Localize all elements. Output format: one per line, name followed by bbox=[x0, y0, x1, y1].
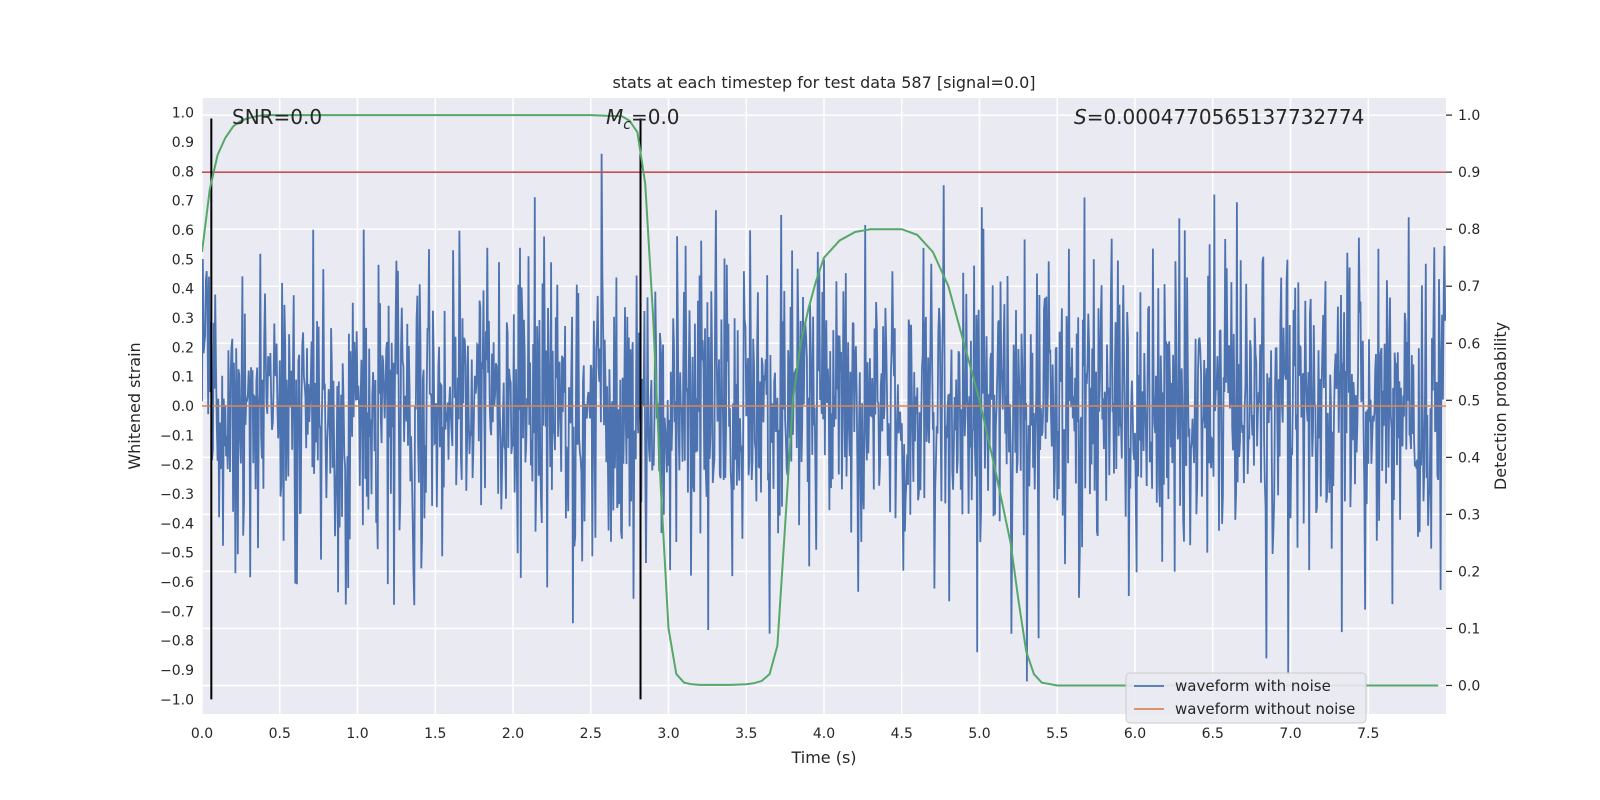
x-tick-label: 5.5 bbox=[1046, 726, 1068, 742]
x-axis-ticks: 0.0 0.5 1.0 1.5 2.0 2.5 3.0 3.5 4.0 4.5 5.0 5.5 6.0 6… bbox=[191, 726, 1380, 742]
score-value: =0.0004770565137732774 bbox=[1087, 105, 1365, 129]
chart-title: stats at each timestep for test data 587… bbox=[612, 73, 1035, 92]
score-symbol: S bbox=[1074, 105, 1087, 129]
y-left-tick-label: −0.9 bbox=[160, 663, 194, 679]
y-right-tick-label: 0.0 bbox=[1458, 678, 1480, 694]
x-tick-label: 7.0 bbox=[1279, 726, 1301, 742]
y-right-tick-label: 1.0 bbox=[1458, 108, 1480, 124]
y-right-tick-label: 0.8 bbox=[1458, 222, 1480, 238]
y-left-tick-label: −0.3 bbox=[160, 487, 194, 503]
y-left-tick-label: −0.6 bbox=[160, 575, 194, 591]
legend: waveform with noise waveform without noi… bbox=[1125, 672, 1367, 724]
y-right-tick-label: 0.2 bbox=[1458, 564, 1480, 580]
legend-label-noise: waveform with noise bbox=[1175, 677, 1331, 695]
series-layer bbox=[202, 114, 1446, 700]
y-right-tick-label: 0.3 bbox=[1458, 507, 1480, 523]
y-right-axis-label: Detection probability bbox=[1491, 322, 1510, 490]
y-left-tick-label: 1.0 bbox=[172, 106, 194, 122]
x-tick-label: 4.0 bbox=[813, 726, 835, 742]
y-left-tick-label: 0.8 bbox=[172, 164, 194, 180]
y-right-tick-label: 0.9 bbox=[1458, 165, 1480, 181]
y-left-tick-label: −0.5 bbox=[160, 546, 194, 562]
y-left-tick-label: 0.0 bbox=[172, 399, 194, 415]
y-right-tick-label: 0.7 bbox=[1458, 279, 1480, 295]
x-tick-label: 1.5 bbox=[424, 726, 446, 742]
y-left-tick-label: −0.2 bbox=[160, 458, 194, 474]
y-right-tick-label: 0.6 bbox=[1458, 336, 1480, 352]
y-left-tick-label: −0.8 bbox=[160, 634, 194, 650]
x-tick-label: 6.5 bbox=[1202, 726, 1224, 742]
chirp-mass-value: =0.0 bbox=[631, 105, 680, 129]
legend-box bbox=[1125, 672, 1367, 724]
y-left-axis-label: Whitened strain bbox=[125, 342, 144, 469]
y-left-tick-label: 0.3 bbox=[172, 311, 194, 327]
x-tick-label: 0.0 bbox=[191, 726, 213, 742]
series-detection-probability bbox=[202, 114, 1439, 687]
snr-annotation: SNR=0.0 bbox=[232, 105, 322, 129]
legend-label-clean: waveform without noise bbox=[1175, 700, 1355, 718]
y-left-tick-label: 0.9 bbox=[172, 135, 194, 151]
y-left-tick-label: 0.4 bbox=[172, 282, 194, 298]
y-left-tick-label: 0.5 bbox=[172, 252, 194, 268]
x-tick-label: 5.0 bbox=[968, 726, 990, 742]
series-waveform-with-noise bbox=[202, 153, 1446, 682]
y-left-tick-label: −0.1 bbox=[160, 428, 194, 444]
x-tick-label: 3.5 bbox=[735, 726, 757, 742]
x-tick-label: 6.0 bbox=[1124, 726, 1146, 742]
y-left-tick-label: 0.1 bbox=[172, 370, 194, 386]
x-tick-label: 2.5 bbox=[580, 726, 602, 742]
y-left-tick-label: −0.4 bbox=[160, 516, 194, 532]
x-tick-label: 4.5 bbox=[891, 726, 913, 742]
y-right-tick-label: 0.1 bbox=[1458, 621, 1480, 637]
y-left-tick-label: 0.7 bbox=[172, 194, 194, 210]
chirp-mass-subscript: c bbox=[623, 117, 631, 133]
x-tick-label: 7.5 bbox=[1357, 726, 1379, 742]
y-left-axis-ticks: 1.0 0.9 0.8 0.7 0.6 0.5 0.4 0.3 0.2 0.1 0.0 −0.1 −0.… bbox=[160, 106, 194, 709]
y-left-tick-label: 0.2 bbox=[172, 340, 194, 356]
chirp-mass-annotation: Mc=0.0 bbox=[606, 105, 680, 133]
y-right-axis-ticks: 1.0 0.9 0.8 0.7 0.6 0.5 0.4 0.3 0.2 0.1 0.0 bbox=[1446, 108, 1480, 694]
chirp-mass-symbol: M bbox=[606, 105, 623, 129]
x-tick-label: 0.5 bbox=[269, 726, 291, 742]
x-tick-label: 2.0 bbox=[502, 726, 524, 742]
y-right-tick-label: 0.4 bbox=[1458, 450, 1480, 466]
y-right-tick-label: 0.5 bbox=[1458, 393, 1480, 409]
y-left-tick-label: 0.6 bbox=[172, 223, 194, 239]
x-axis-label: Time (s) bbox=[790, 748, 856, 767]
y-left-tick-label: −1.0 bbox=[160, 692, 194, 708]
x-tick-label: 3.0 bbox=[657, 726, 679, 742]
y-left-tick-label: −0.7 bbox=[160, 604, 194, 620]
score-annotation: S=0.0004770565137732774 bbox=[1074, 105, 1364, 129]
x-tick-label: 1.0 bbox=[346, 726, 368, 742]
